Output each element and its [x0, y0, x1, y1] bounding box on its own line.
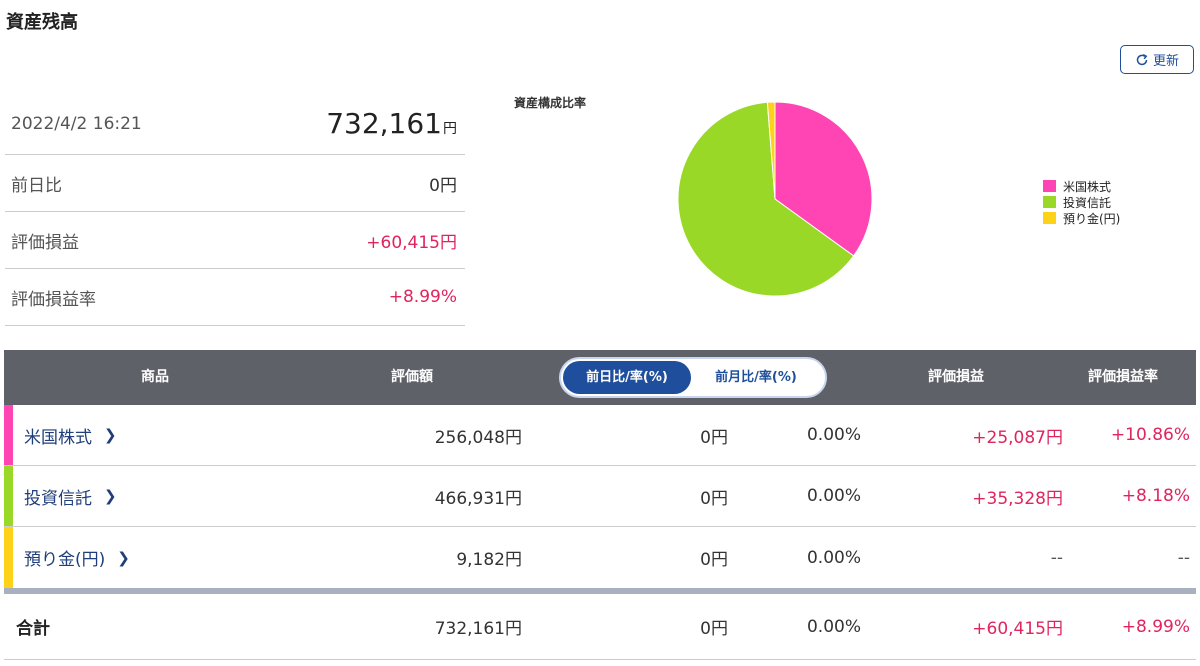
- total-label: 合計: [16, 619, 50, 639]
- header-profit-loss-rate: 評価損益率: [1088, 369, 1158, 385]
- chevron-right-icon: ❯: [104, 487, 117, 505]
- refresh-label: 更新: [1152, 54, 1179, 69]
- cell-diff-rate: 0.00%: [806, 616, 861, 637]
- asset-allocation-pie-chart: [677, 101, 873, 297]
- cell-profit-loss-rate: --: [1177, 547, 1190, 568]
- cell-profit-loss-rate: +8.18%: [1121, 486, 1190, 506]
- summary-value: +8.99%: [388, 287, 457, 307]
- legend-item: 預り金(円): [1043, 210, 1120, 226]
- legend-item: 米国株式: [1043, 178, 1120, 194]
- cell-diff: 0円: [700, 427, 728, 448]
- cell-profit-loss-rate: +8.99%: [1121, 616, 1190, 637]
- legend-swatch: [1043, 196, 1056, 208]
- summary-label: 評価損益率: [11, 289, 96, 310]
- cell-valuation: 732,161円: [434, 619, 522, 639]
- summary-row-profit-loss-rate: 評価損益率 +8.99%: [5, 269, 465, 326]
- cell-profit-loss: +35,328円: [972, 488, 1063, 509]
- cell-profit-loss-rate: +10.86%: [1110, 425, 1190, 445]
- summary-datetime: 2022/4/2 16:21: [11, 113, 142, 134]
- product-link[interactable]: 投資信託 ❯: [24, 466, 117, 526]
- chart-title: 資産構成比率: [514, 96, 587, 110]
- legend-label: 投資信託: [1063, 195, 1112, 210]
- summary-total-row: 2022/4/2 16:21 732,161円: [5, 93, 465, 155]
- legend-label: 米国株式: [1063, 179, 1112, 194]
- row-color-bar: [4, 466, 13, 526]
- header-product: 商品: [141, 369, 169, 385]
- row-color-bar: [4, 405, 13, 465]
- cell-valuation: 466,931円: [434, 488, 522, 509]
- asset-table: 商品 評価額 前日比/率(%) 前月比/率(%) 評価損益 評価損益率 米国株式…: [4, 350, 1196, 660]
- product-link[interactable]: 預り金(円) ❯: [24, 527, 130, 588]
- summary-total-value: 732,161円: [326, 107, 457, 140]
- pie-slice-3: [766, 101, 776, 200]
- summary-panel: 2022/4/2 16:21 732,161円 前日比 0円 評価損益 +60,…: [5, 93, 465, 326]
- legend-item: 投資信託: [1043, 194, 1120, 210]
- summary-value: +60,415円: [366, 232, 457, 253]
- legend-label: 預り金(円): [1063, 211, 1121, 226]
- chart-legend: 米国株式 投資信託 預り金(円): [1043, 178, 1120, 226]
- table-row: 預り金(円) ❯ 9,182円 0円 0.00% -- --: [4, 527, 1196, 588]
- legend-swatch: [1043, 180, 1056, 192]
- chevron-right-icon: ❯: [117, 548, 130, 567]
- cell-diff-rate: 0.00%: [806, 425, 861, 445]
- comparison-toggle: 前日比/率(%) 前月比/率(%): [559, 357, 827, 398]
- cell-profit-loss: +25,087円: [972, 427, 1063, 448]
- summary-label: 前日比: [11, 175, 62, 196]
- cell-diff: 0円: [700, 488, 728, 509]
- pie-slice-2: [677, 101, 855, 297]
- row-color-bar: [4, 527, 13, 588]
- legend-swatch: [1043, 212, 1056, 224]
- product-name: 投資信託: [24, 488, 92, 509]
- chevron-right-icon: ❯: [104, 426, 117, 444]
- cell-diff: 0円: [700, 619, 728, 639]
- summary-row-daily-change: 前日比 0円: [5, 155, 465, 212]
- summary-label: 評価損益: [11, 232, 79, 253]
- cell-diff-rate: 0.00%: [806, 547, 861, 568]
- product-name: 預り金(円): [24, 550, 106, 570]
- table-row: 投資信託 ❯ 466,931円 0円 0.00% +35,328円 +8.18%: [4, 466, 1196, 527]
- cell-valuation: 9,182円: [456, 550, 522, 570]
- cell-valuation: 256,048円: [434, 427, 522, 448]
- toggle-daily-change[interactable]: 前日比/率(%): [563, 361, 691, 394]
- cell-profit-loss: +60,415円: [972, 619, 1063, 639]
- total-separator: [4, 588, 1196, 594]
- header-profit-loss: 評価損益: [928, 369, 984, 385]
- cell-diff-rate: 0.00%: [806, 486, 861, 506]
- table-header: 商品 評価額 前日比/率(%) 前月比/率(%) 評価損益 評価損益率: [4, 350, 1196, 405]
- product-name: 米国株式: [24, 427, 92, 448]
- table-row: 米国株式 ❯ 256,048円 0円 0.00% +25,087円 +10.86…: [4, 405, 1196, 466]
- refresh-icon: [1135, 53, 1149, 67]
- cell-profit-loss: --: [1050, 547, 1063, 568]
- toggle-monthly-change[interactable]: 前月比/率(%): [715, 370, 797, 385]
- summary-value: 0円: [429, 175, 457, 196]
- page-title: 資産残高: [6, 12, 78, 33]
- cell-diff: 0円: [700, 550, 728, 570]
- pie-slice-1: [774, 101, 873, 257]
- product-link[interactable]: 米国株式 ❯: [24, 405, 117, 465]
- header-valuation: 評価額: [391, 369, 433, 385]
- total-row: 合計 732,161円 0円 0.00% +60,415円 +8.99%: [4, 594, 1196, 660]
- refresh-button[interactable]: 更新: [1120, 45, 1194, 74]
- summary-row-profit-loss: 評価損益 +60,415円: [5, 212, 465, 269]
